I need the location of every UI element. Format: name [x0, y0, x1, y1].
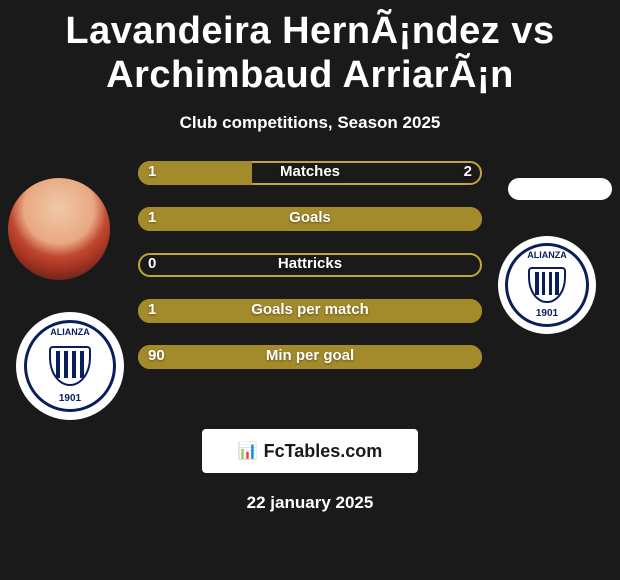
brand-chart-icon: 📊: [238, 441, 258, 461]
stat-row: 90Min per goal: [138, 345, 482, 369]
stat-label: Goals per match: [138, 301, 482, 318]
brand-box: 📊 FcTables.com: [202, 429, 418, 473]
stat-label: Hattricks: [138, 255, 482, 272]
stat-row: 1Goals: [138, 207, 482, 231]
stat-label: Min per goal: [138, 347, 482, 364]
stats-container: 12Matches 1Goals 0Hattricks 1Goals per matc…: [0, 161, 620, 421]
page-subtitle: Club competitions, Season 2025: [0, 113, 620, 133]
page-title: Lavandeira HernÃ¡ndez vs Archimbaud Arri…: [0, 0, 620, 105]
stat-label: Matches: [138, 163, 482, 180]
stat-row: 12Matches: [138, 161, 482, 185]
stat-row: 1Goals per match: [138, 299, 482, 323]
footer-date: 22 january 2025: [0, 493, 620, 513]
stat-label: Goals: [138, 209, 482, 226]
stat-row: 0Hattricks: [138, 253, 482, 277]
brand-text: FcTables.com: [264, 441, 383, 462]
